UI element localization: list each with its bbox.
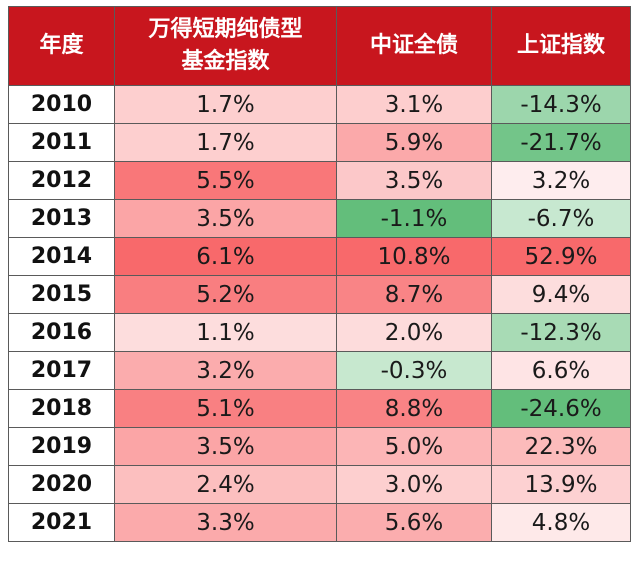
year-cell: 2016 bbox=[8, 313, 115, 352]
header-fund-index-line1: 万得短期纯债型 bbox=[148, 17, 303, 42]
table-row: 2016 1.1% 2.0% -12.3% bbox=[8, 313, 631, 352]
bond-index-cell: 5.0% bbox=[336, 427, 492, 466]
year-cell: 2010 bbox=[8, 85, 115, 124]
bond-index-cell: 10.8% bbox=[336, 237, 492, 276]
table-row: 2013 3.5% -1.1% -6.7% bbox=[8, 199, 631, 238]
bond-index-cell: 5.6% bbox=[336, 503, 492, 542]
bond-index-cell: 3.5% bbox=[336, 161, 492, 200]
sse-index-cell: -6.7% bbox=[491, 199, 631, 238]
header-year-label: 年度 bbox=[39, 33, 84, 58]
year-cell: 2011 bbox=[8, 123, 115, 162]
table-row: 2010 1.7% 3.1% -14.3% bbox=[8, 85, 631, 124]
table-row: 2017 3.2% -0.3% 6.6% bbox=[8, 351, 631, 390]
table-row: 2015 5.2% 8.7% 9.4% bbox=[8, 275, 631, 314]
fund-index-cell: 6.1% bbox=[114, 237, 337, 276]
fund-index-cell: 5.1% bbox=[114, 389, 337, 428]
sse-index-cell: 4.8% bbox=[491, 503, 631, 542]
year-cell: 2021 bbox=[8, 503, 115, 542]
bond-index-cell: -0.3% bbox=[336, 351, 492, 390]
year-cell: 2019 bbox=[8, 427, 115, 466]
header-row: 年度 万得短期纯债型 基金指数 中证全债 上证指数 bbox=[8, 6, 631, 86]
table-row: 2014 6.1% 10.8% 52.9% bbox=[8, 237, 631, 276]
year-cell: 2012 bbox=[8, 161, 115, 200]
year-cell: 2020 bbox=[8, 465, 115, 504]
bond-index-cell: -1.1% bbox=[336, 199, 492, 238]
sse-index-cell: 9.4% bbox=[491, 275, 631, 314]
fund-index-cell: 3.5% bbox=[114, 427, 337, 466]
table-row: 2012 5.5% 3.5% 3.2% bbox=[8, 161, 631, 200]
year-cell: 2017 bbox=[8, 351, 115, 390]
table-row: 2019 3.5% 5.0% 22.3% bbox=[8, 427, 631, 466]
fund-index-cell: 3.3% bbox=[114, 503, 337, 542]
table-row: 2020 2.4% 3.0% 13.9% bbox=[8, 465, 631, 504]
fund-index-cell: 3.2% bbox=[114, 351, 337, 390]
table-row: 2011 1.7% 5.9% -21.7% bbox=[8, 123, 631, 162]
bond-index-cell: 2.0% bbox=[336, 313, 492, 352]
returns-table-container: 年度 万得短期纯债型 基金指数 中证全债 上证指数 2010 1.7% 3.1% -1… bbox=[8, 6, 631, 542]
header-sse-index: 上证指数 bbox=[491, 6, 631, 86]
annual-returns-table: 年度 万得短期纯债型 基金指数 中证全债 上证指数 2010 1.7% 3.1% -1… bbox=[8, 6, 631, 542]
fund-index-cell: 5.5% bbox=[114, 161, 337, 200]
year-cell: 2013 bbox=[8, 199, 115, 238]
fund-index-cell: 1.7% bbox=[114, 123, 337, 162]
sse-index-cell: 13.9% bbox=[491, 465, 631, 504]
sse-index-cell: 3.2% bbox=[491, 161, 631, 200]
header-fund-index: 万得短期纯债型 基金指数 bbox=[114, 6, 337, 86]
fund-index-cell: 5.2% bbox=[114, 275, 337, 314]
bond-index-cell: 3.1% bbox=[336, 85, 492, 124]
header-bond-index: 中证全债 bbox=[336, 6, 492, 86]
fund-index-cell: 1.1% bbox=[114, 313, 337, 352]
fund-index-cell: 1.7% bbox=[114, 85, 337, 124]
sse-index-cell: -14.3% bbox=[491, 85, 631, 124]
fund-index-cell: 2.4% bbox=[114, 465, 337, 504]
sse-index-cell: 22.3% bbox=[491, 427, 631, 466]
fund-index-cell: 3.5% bbox=[114, 199, 337, 238]
year-cell: 2015 bbox=[8, 275, 115, 314]
table-body: 2010 1.7% 3.1% -14.3% 2011 1.7% 5.9% -21.7% 2012… bbox=[8, 85, 631, 542]
header-sse-index-label: 上证指数 bbox=[516, 33, 605, 58]
header-year: 年度 bbox=[8, 6, 115, 86]
year-cell: 2018 bbox=[8, 389, 115, 428]
year-cell: 2014 bbox=[8, 237, 115, 276]
bond-index-cell: 3.0% bbox=[336, 465, 492, 504]
sse-index-cell: 52.9% bbox=[491, 237, 631, 276]
sse-index-cell: 6.6% bbox=[491, 351, 631, 390]
sse-index-cell: -24.6% bbox=[491, 389, 631, 428]
sse-index-cell: -12.3% bbox=[491, 313, 631, 352]
bond-index-cell: 5.9% bbox=[336, 123, 492, 162]
table-row: 2021 3.3% 5.6% 4.8% bbox=[8, 503, 631, 542]
header-bond-index-label: 中证全债 bbox=[369, 33, 458, 58]
bond-index-cell: 8.8% bbox=[336, 389, 492, 428]
sse-index-cell: -21.7% bbox=[491, 123, 631, 162]
table-row: 2018 5.1% 8.8% -24.6% bbox=[8, 389, 631, 428]
header-fund-index-line2: 基金指数 bbox=[181, 49, 270, 74]
bond-index-cell: 8.7% bbox=[336, 275, 492, 314]
